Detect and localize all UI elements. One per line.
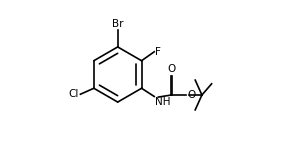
Text: NH: NH (155, 97, 170, 107)
Text: Cl: Cl (69, 89, 79, 99)
Text: O: O (187, 90, 195, 100)
Text: F: F (155, 47, 161, 57)
Text: O: O (167, 64, 176, 74)
Text: Br: Br (112, 19, 123, 29)
